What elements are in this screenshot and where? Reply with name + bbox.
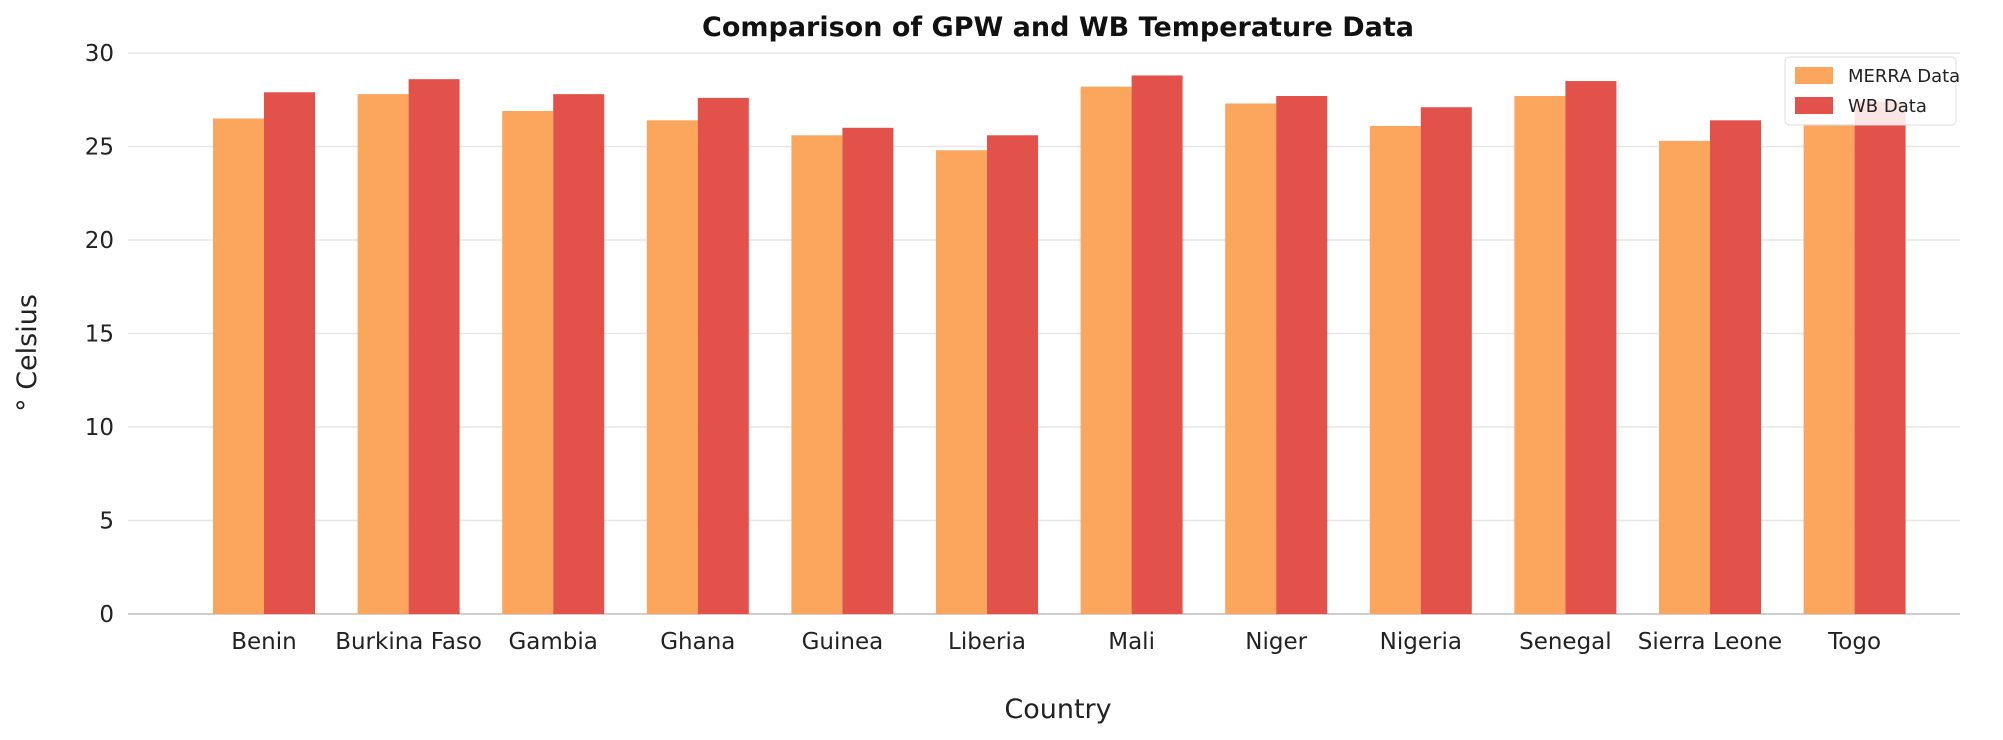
legend-swatch	[1795, 97, 1833, 114]
y-tick-label: 0	[99, 602, 114, 628]
y-tick-label: 30	[85, 41, 114, 67]
y-tick-label: 10	[85, 415, 114, 441]
bar-wb	[264, 92, 315, 614]
bar-merra	[1803, 124, 1855, 614]
y-axis-label: ° Celsius	[12, 294, 43, 412]
x-tick-label: Sierra Leone	[1638, 629, 1782, 655]
bar-wb	[1710, 120, 1761, 614]
bar-wb	[408, 79, 460, 615]
x-tick-label: Senegal	[1519, 629, 1612, 655]
x-tick-label: Benin	[231, 629, 296, 655]
bar-merra	[502, 110, 554, 614]
legend-label: WB Data	[1848, 96, 1927, 117]
legend: MERRA Data WB Data	[1784, 56, 1960, 126]
x-tick-label: Togo	[1827, 629, 1881, 655]
bar-merra	[936, 150, 987, 615]
bar-merra	[1225, 103, 1277, 615]
bar-merra	[1080, 86, 1132, 614]
bar-merra	[213, 118, 264, 614]
chart-title: Comparison of GPW and WB Temperature Dat…	[702, 12, 1414, 43]
bar-merra	[1514, 96, 1566, 614]
bar-wb	[1854, 101, 1906, 615]
bar-wb	[1420, 107, 1472, 614]
x-tick-label: Guinea	[802, 629, 884, 655]
x-tick-label: Burkina Faso	[335, 629, 482, 655]
bar-merra	[1659, 140, 1710, 614]
bar-merra	[791, 135, 843, 614]
x-tick-label: Ghana	[660, 629, 735, 655]
legend-swatch	[1795, 67, 1833, 84]
y-tick-label: 5	[99, 509, 114, 535]
y-tick-label: 15	[85, 322, 114, 348]
x-axis-label: Country	[1004, 694, 1111, 725]
bar-wb	[697, 97, 749, 614]
legend-label: MERRA Data	[1848, 66, 1960, 87]
y-axis-ticks: 0 5 10 15 20 25 30	[85, 41, 114, 628]
x-tick-label: Gambia	[508, 629, 597, 655]
bar-wb	[987, 135, 1038, 614]
x-axis-ticks: Benin Burkina Faso Gambia Ghana Guinea Liberi…	[231, 629, 1881, 655]
x-tick-label: Mali	[1108, 629, 1155, 655]
x-tick-label: Niger	[1245, 629, 1307, 655]
bar-wb	[553, 94, 605, 614]
bar-wb	[842, 127, 894, 615]
x-tick-label: Liberia	[948, 629, 1026, 655]
bar-wb	[1276, 96, 1328, 614]
bar-merra	[646, 120, 698, 614]
bars	[213, 75, 1906, 615]
bar-wb	[1565, 81, 1617, 615]
y-tick-label: 20	[85, 228, 114, 254]
x-tick-label: Nigeria	[1380, 629, 1462, 655]
bar-wb	[1131, 75, 1183, 614]
bar-merra	[357, 94, 409, 614]
y-tick-label: 25	[85, 135, 114, 161]
bar-merra	[1369, 125, 1421, 615]
